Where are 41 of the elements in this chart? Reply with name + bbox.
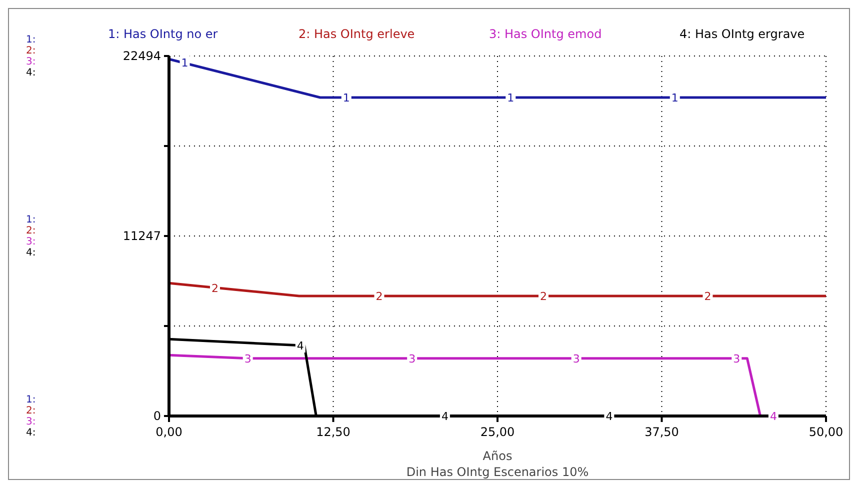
- text: 1:: [26, 214, 36, 226]
- text: 1:: [26, 34, 36, 46]
- text: 4:: [26, 428, 36, 438]
- text: 4: Has OIntg ergrave: [680, 27, 805, 41]
- y-tick-label: 22494: [122, 49, 161, 63]
- x-tick-label: 12,50: [316, 425, 350, 439]
- annotation: 3: [733, 352, 740, 366]
- annotation: 1: [671, 92, 678, 105]
- annotation: 2: [376, 290, 383, 303]
- annotation: 1: [181, 56, 188, 70]
- annotation: 4: [441, 410, 448, 423]
- annotation: 2: [211, 282, 218, 295]
- x-tick-label: 37,50: [644, 425, 679, 439]
- text: 2: Has OIntg erleve: [298, 27, 415, 41]
- annotation: 1: [342, 92, 350, 105]
- text: 3:: [26, 416, 36, 428]
- annotation: 4: [296, 340, 304, 353]
- annotation: 4: [770, 410, 777, 423]
- annotation: 1: [507, 92, 514, 105]
- annotation: 2: [540, 290, 547, 303]
- text: 2:: [26, 226, 36, 236]
- text: 3: Has OIntg emod: [489, 27, 602, 41]
- annotation: 3: [572, 352, 580, 366]
- annotation: 3: [408, 352, 416, 366]
- annotation: 2: [704, 290, 712, 303]
- text: 2:: [26, 406, 36, 416]
- x-axis-title: Años: [482, 449, 512, 463]
- annotation: 4: [606, 410, 613, 423]
- text: 3:: [26, 56, 36, 68]
- text: 4:: [26, 248, 36, 258]
- text: Din Has OIntg Escenarios 10%: [406, 465, 589, 479]
- y-tick-label: 11247: [122, 229, 161, 243]
- text: 3:: [26, 236, 36, 248]
- text: 1:: [26, 394, 36, 406]
- y-tick-label: 0: [153, 409, 161, 423]
- text: 1: Has OIntg no er: [108, 27, 218, 41]
- text: 2:: [26, 46, 36, 56]
- x-tick-label: 0,00: [156, 425, 182, 439]
- text: 4:: [26, 68, 36, 78]
- x-tick-label: 50,00: [808, 425, 844, 439]
- x-tick-label: 25,00: [480, 425, 515, 439]
